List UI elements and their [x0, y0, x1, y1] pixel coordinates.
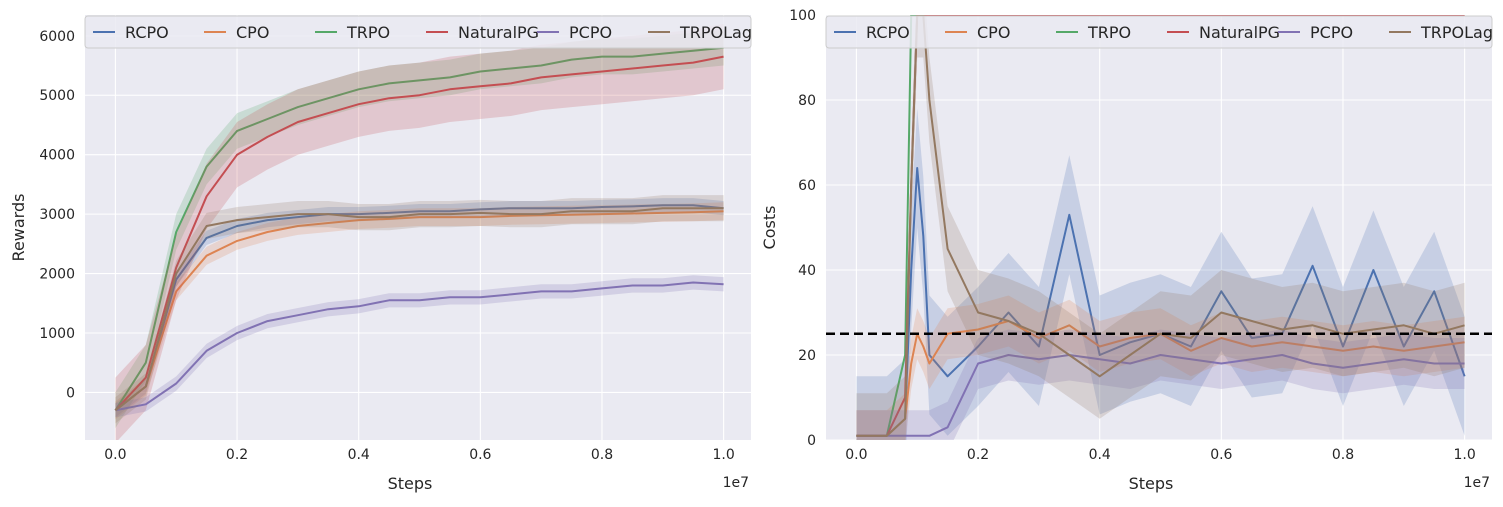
- x-tick-label: 0.0: [845, 447, 867, 463]
- x-tick-label: 1.0: [1453, 447, 1475, 463]
- y-tick-label: 5000: [39, 88, 75, 104]
- legend-label-cpo: CPO: [977, 23, 1010, 42]
- legend-label-rcpo: RCPO: [866, 23, 910, 42]
- rewards-x-axis-multiplier: 1e7: [723, 475, 749, 491]
- legend-label-naturalpg: NaturalPG: [1199, 23, 1280, 42]
- series-pcpo-band: [856, 329, 1465, 440]
- y-tick-label: 20: [798, 348, 816, 364]
- series-cpo-line: [114, 210, 724, 412]
- costs-plot-area: [826, 15, 1492, 440]
- legend-label-trpolag: TRPOLag: [679, 23, 752, 42]
- rewards-y-axis-label: Rewards: [9, 194, 28, 262]
- series-trpolag-line: [856, 15, 1465, 437]
- y-tick-label: 2000: [39, 267, 75, 283]
- y-tick-label: 3000: [39, 207, 75, 223]
- rewards-series-layer: [114, 23, 724, 440]
- legend-label-pcpo: PCPO: [1310, 23, 1353, 42]
- y-tick-label: 4000: [39, 148, 75, 164]
- series-rcpo-band: [856, 108, 1465, 440]
- legend-label-pcpo: PCPO: [569, 23, 612, 42]
- legend-label-trpo: TRPO: [346, 23, 390, 42]
- x-tick-label: 0.2: [226, 447, 248, 463]
- x-tick-label: 0.4: [348, 447, 370, 463]
- costs-chart: 0.0 0.2 0.4 0.6 0.8 1.0 0 20 40 60 80 100 Steps Costs…: [760, 8, 1493, 493]
- series-trpolag-line: [114, 207, 724, 412]
- series-naturalpg-line: [114, 55, 724, 411]
- series-trpolag-band: [115, 195, 724, 424]
- x-tick-label: 0.0: [104, 447, 126, 463]
- y-tick-label: 0: [807, 433, 816, 449]
- series-pcpo-line: [115, 281, 724, 412]
- y-tick-label: 80: [798, 93, 816, 109]
- costs-y-axis-label: Costs: [760, 206, 779, 250]
- y-tick-label: 60: [798, 178, 816, 194]
- costs-x-axis-label: Steps: [1129, 474, 1174, 493]
- costs-legend: RCPO CPO TRPO NaturalPG PCPO TRPOLag: [825, 15, 1493, 49]
- y-tick-label: 100: [789, 8, 816, 24]
- rewards-legend: RCPO CPO TRPO NaturalPG PCPO TRPOLag: [84, 15, 752, 49]
- legend-frame: [84, 15, 752, 49]
- series-rcpo-line: [856, 167, 1466, 437]
- legend-frame: [825, 15, 1493, 49]
- x-tick-label: 0.6: [1210, 447, 1232, 463]
- x-tick-label: 0.4: [1089, 447, 1111, 463]
- rewards-plot-area: [85, 15, 751, 440]
- legend-label-naturalpg: NaturalPG: [458, 23, 539, 42]
- y-tick-label: 1000: [39, 326, 75, 342]
- series-pcpo-line: [856, 354, 1465, 437]
- x-tick-label: 0.2: [967, 447, 989, 463]
- y-tick-label: 6000: [39, 29, 75, 45]
- x-tick-label: 0.6: [469, 447, 491, 463]
- x-tick-label: 0.8: [591, 447, 613, 463]
- series-naturalpg-band: [115, 23, 724, 440]
- series-rcpo-line: [114, 204, 724, 412]
- x-tick-label: 1.0: [712, 447, 734, 463]
- series-trpo-line: [114, 46, 724, 411]
- series-cpo-band: [856, 295, 1465, 440]
- rewards-x-axis-label: Steps: [388, 474, 433, 493]
- costs-x-axis-multiplier: 1e7: [1464, 475, 1490, 491]
- series-pcpo-band: [115, 275, 724, 418]
- legend-label-cpo: CPO: [236, 23, 269, 42]
- legend-label-trpo: TRPO: [1087, 23, 1131, 42]
- x-tick-label: 0.8: [1332, 447, 1354, 463]
- y-tick-label: 40: [798, 263, 816, 279]
- legend-label-rcpo: RCPO: [125, 23, 169, 42]
- series-trpo-band: [115, 29, 724, 429]
- rewards-chart: 0.0 0.2 0.4 0.6 0.8 1.0 0 1000 2000 3000 4000 5000 6…: [9, 15, 752, 493]
- legend-label-trpolag: TRPOLag: [1420, 23, 1493, 42]
- y-tick-label: 0: [66, 385, 75, 401]
